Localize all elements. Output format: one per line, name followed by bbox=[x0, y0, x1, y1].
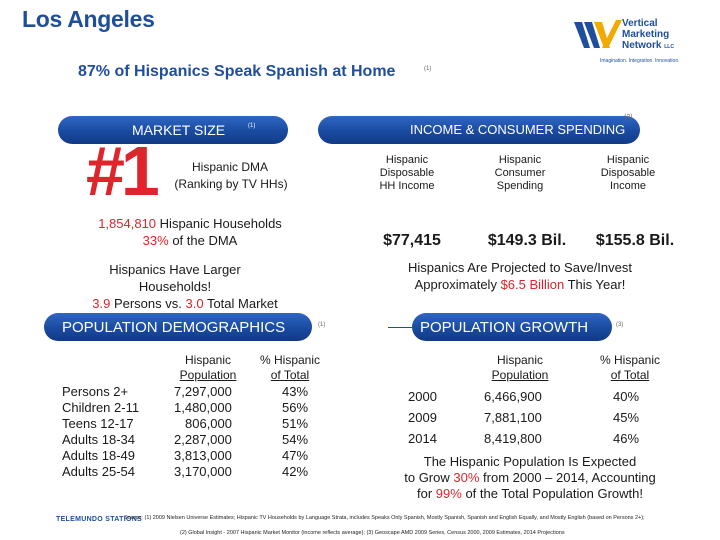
households-pct: 33% bbox=[142, 233, 169, 248]
market-size-header: MARKET SIZE (1) bbox=[58, 116, 288, 144]
income-value-1: $77,415 bbox=[383, 232, 441, 249]
households-line: 1,854,810 Hispanic Households bbox=[60, 216, 320, 232]
income-header: INCOME & CONSUMER SPENDING bbox=[318, 116, 640, 144]
footer-source-1: Source: (1) 2009 Nielsen Universe Estima… bbox=[124, 515, 645, 521]
headline: 87% of Hispanics Speak Spanish at Home bbox=[78, 63, 395, 81]
table-row: Adults 18-49 3,813,000 47% bbox=[62, 448, 309, 463]
demographics-header-label: POPULATION DEMOGRAPHICS bbox=[62, 319, 286, 336]
growth-summary-3: for 99% of the Total Population Growth! bbox=[417, 486, 643, 501]
rank-label-1: Hispanic DMA bbox=[191, 160, 269, 174]
save-amount: $6.5 Billion bbox=[500, 277, 565, 292]
growth-col-pct: % Hispanic of Total bbox=[599, 353, 661, 382]
income-col-1-label: Hispanic Disposable HH Income bbox=[379, 154, 435, 192]
table-row: 2009 7,881,100 45% bbox=[408, 410, 640, 425]
growth-col-pop: Hispanic Population bbox=[491, 353, 549, 382]
headline-note: (1) bbox=[424, 66, 432, 72]
table-row: Adults 25-54 3,170,000 42% bbox=[62, 464, 309, 479]
demographics-col-pct: % Hispanic of Total bbox=[259, 353, 321, 382]
households-label: Hispanic Households bbox=[159, 216, 282, 231]
persons-line: 3.9 Persons vs. 3.0 Total Market bbox=[60, 296, 310, 312]
save-line-1: Hispanics Are Projected to Save/Invest bbox=[407, 260, 632, 275]
growth-summary-2: to Grow 30% from 2000 – 2014, Accounting bbox=[404, 470, 656, 485]
demographics-note: (1) bbox=[318, 322, 326, 328]
telemundo-brand: TELEMUNDO STATIONS bbox=[56, 516, 143, 523]
households-pct-line: 33% of the DMA bbox=[60, 233, 320, 249]
income-col-3-label: Hispanic Disposable Income bbox=[600, 154, 656, 192]
growth-divider bbox=[388, 327, 412, 328]
larger-line-1: Hispanics Have Larger bbox=[109, 262, 241, 277]
demographics-col-pop: Hispanic Population bbox=[179, 353, 237, 382]
logo-line-3: Network bbox=[622, 40, 662, 51]
growth-summary-1: The Hispanic Population Is Expected bbox=[423, 454, 637, 469]
growth-table: 2000 6,466,900 40% 2009 7,881,100 45% 20… bbox=[408, 389, 688, 452]
income-header-label: INCOME & CONSUMER SPENDING bbox=[410, 122, 626, 137]
logo-line-1: Vertical bbox=[622, 18, 658, 29]
footer-source-2: (2) Global Insight - 2007 Hispanic Marke… bbox=[180, 530, 565, 536]
households-value: 1,854,810 bbox=[98, 216, 157, 231]
table-row: 2000 6,466,900 40% bbox=[408, 389, 640, 404]
persons-end: Total Market bbox=[206, 296, 278, 311]
headline-text: 87% of Hispanics Speak Spanish at Home bbox=[78, 63, 396, 80]
table-row: Persons 2+ 7,297,000 43% bbox=[62, 384, 309, 399]
persons-b: 3.0 bbox=[185, 296, 204, 311]
logo-suffix: LLC bbox=[664, 44, 674, 50]
income-value-3: $155.8 Bil. bbox=[595, 232, 675, 249]
growth-header: POPULATION GROWTH bbox=[412, 313, 612, 341]
logo-line-2: Marketing bbox=[622, 29, 670, 40]
growth-header-label: POPULATION GROWTH bbox=[420, 319, 589, 336]
table-row: Adults 18-34 2,287,000 54% bbox=[62, 432, 309, 447]
households-pct-label: of the DMA bbox=[172, 233, 238, 248]
persons-a: 3.9 bbox=[92, 296, 111, 311]
rank-label-2: (Ranking by TV HHs) bbox=[174, 177, 288, 191]
table-row: Children 2-11 1,480,000 56% bbox=[62, 400, 309, 415]
table-row: 2014 8,419,800 46% bbox=[408, 431, 640, 446]
rank-number: #1 bbox=[86, 132, 160, 210]
market-size-note: (1) bbox=[248, 123, 256, 129]
larger-line-2: Households! bbox=[138, 279, 212, 294]
table-row: Teens 12-17 806,000 51% bbox=[62, 416, 309, 431]
income-col-2-label: Hispanic Consumer Spending bbox=[494, 154, 546, 192]
save-line-2: Approximately $6.5 Billion This Year! bbox=[414, 277, 626, 292]
company-logo: Vertical Marketing Network LLC Imaginati… bbox=[572, 16, 692, 68]
income-value-2: $149.3 Bil. bbox=[487, 232, 567, 249]
growth-note: (3) bbox=[616, 322, 624, 328]
demographics-header: POPULATION DEMOGRAPHICS bbox=[44, 313, 312, 341]
page-title: Los Angeles bbox=[22, 6, 155, 32]
income-note: (2) bbox=[624, 114, 633, 121]
demographics-table: Persons 2+ 7,297,000 43% Children 2-11 1… bbox=[62, 384, 362, 480]
market-size-header-label: MARKET SIZE bbox=[132, 122, 226, 138]
logo-tagline: Imagination. Integration. Innovation. bbox=[600, 58, 680, 64]
persons-mid: Persons vs. bbox=[113, 296, 182, 311]
logo-mark-icon bbox=[574, 20, 622, 48]
